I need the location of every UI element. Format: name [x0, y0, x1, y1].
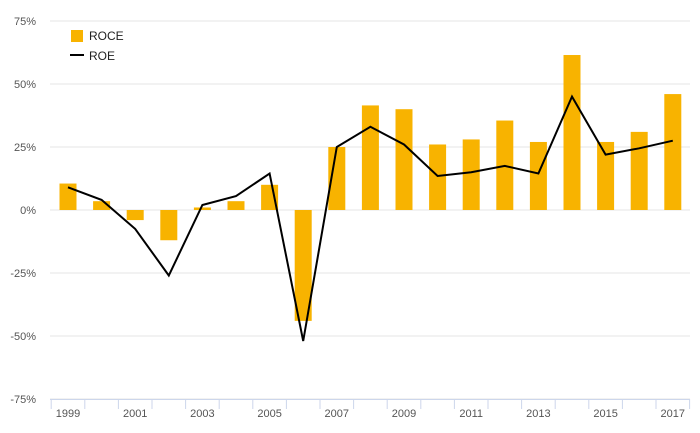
bar-roce — [664, 94, 682, 210]
bar-roce — [395, 109, 413, 210]
x-tick-label: 2005 — [257, 408, 281, 420]
bar-roce — [294, 210, 312, 321]
x-tick-label: 2015 — [593, 408, 617, 420]
roce-bars — [59, 55, 682, 321]
bar-roce — [361, 105, 379, 210]
legend-label-roce: ROCE — [89, 29, 124, 43]
bar-roce — [328, 147, 346, 210]
x-tick-label: 1999 — [56, 408, 80, 420]
bar-roce — [126, 210, 144, 221]
bar-roce — [597, 141, 615, 210]
x-axis: 1999 2001 2003 2005 2007 2009 2011 2013 2015 2017 — [50, 399, 691, 420]
legend-swatch-roce — [71, 30, 83, 42]
y-tick-label: -75% — [10, 394, 36, 406]
x-tick-label: 2009 — [392, 408, 416, 420]
bar-roce — [93, 201, 111, 210]
x-tick-label: 2013 — [526, 408, 550, 420]
bar-roce — [630, 131, 648, 210]
x-tick-label: 2011 — [459, 408, 483, 420]
y-tick-label: 0% — [20, 205, 36, 217]
roe-line — [67, 94, 674, 342]
bar-roce — [59, 183, 77, 210]
bar-roce — [462, 139, 480, 210]
bar-roce — [563, 55, 581, 210]
x-tick-label: 2017 — [661, 408, 685, 420]
bar-roce — [227, 201, 245, 210]
roe-line-group — [67, 94, 674, 342]
legend-label-roe: ROE — [89, 49, 115, 63]
y-axis-ticks: -75% -50% -25% 0% 25% 50% 75% — [10, 16, 36, 406]
x-tick-label: 2003 — [190, 408, 214, 420]
y-tick-label: 75% — [14, 16, 36, 28]
x-tick-label: 2007 — [325, 408, 349, 420]
bar-roce — [529, 141, 547, 210]
y-tick-label: 25% — [14, 142, 36, 154]
bar-roce — [193, 207, 211, 210]
y-tick-label: -25% — [10, 268, 36, 280]
x-tick-label: 2001 — [123, 408, 147, 420]
bar-roce — [429, 144, 447, 210]
y-tick-label: 50% — [14, 79, 36, 91]
legend: ROCE ROE — [70, 29, 124, 63]
y-tick-label: -50% — [10, 331, 36, 343]
bar-roce — [160, 210, 178, 241]
